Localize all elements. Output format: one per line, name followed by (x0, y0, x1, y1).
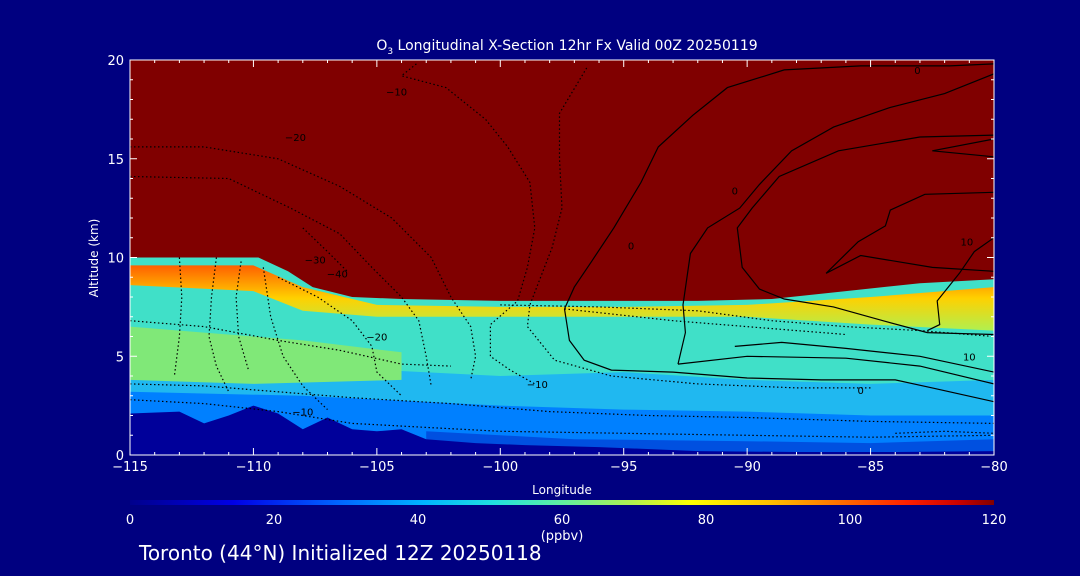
contour-line-positive (825, 191, 994, 274)
contour-label: 0 (858, 386, 864, 397)
contour-line-positive (563, 63, 994, 310)
contour-lines (130, 63, 994, 438)
x-tick-label: −95 (610, 460, 637, 475)
x-axis-label: Longitude (532, 483, 592, 497)
y-tick-label: 20 (107, 54, 124, 69)
y-tick-label: 10 (107, 252, 124, 267)
x-axis: −115 −110 −105 −100 −95 −90 −85 −80 (112, 60, 1008, 475)
x-tick-label: −105 (359, 460, 395, 475)
colorbar-ticks: 0 20 40 60 80 100 120 (126, 513, 1007, 528)
contour-line-negative (262, 267, 328, 411)
contour-line-negative (130, 175, 432, 386)
ozone-field (130, 60, 994, 455)
contour-labels: −20 −30−40 −20 −10 −10 −10 0 0 0 0 10 10 (285, 66, 976, 419)
y-tick-label: 5 (116, 350, 124, 365)
terrain (130, 405, 994, 455)
contour-line-positive (677, 355, 994, 385)
colorbar-tick-label: 0 (126, 513, 134, 528)
contour-label: 0 (732, 186, 738, 197)
contour-line-negative (277, 276, 402, 397)
contour-label: 0 (914, 66, 920, 77)
contour-label: 0 (628, 242, 634, 253)
y-axis-label: Altitude (km) (87, 219, 101, 298)
contour-line-negative (895, 430, 994, 434)
contour-label: −30 (305, 255, 326, 266)
footer-text: Toronto (44°N) Initialized 12Z 20250118 (139, 541, 542, 565)
y-tick-label: 0 (116, 449, 124, 464)
contour-line-positive (736, 134, 994, 336)
contour-line-negative (526, 67, 871, 389)
contour-label: 10 (960, 238, 973, 249)
contour-line-negative (130, 399, 994, 438)
x-tick-label: −115 (112, 460, 148, 475)
contour-line-negative (400, 63, 536, 385)
contour-label: −20 (366, 333, 387, 344)
y-axis: 0 5 10 15 20 (107, 54, 994, 464)
contour-line-positive (563, 308, 994, 403)
colorbar-tick-label: 100 (838, 513, 863, 528)
chart-title: O3 Longitudinal X-Section 12hr Fx Valid … (376, 38, 757, 57)
x-tick-label: −100 (482, 460, 518, 475)
contour-line-positive (932, 138, 994, 158)
colorbar-tick-label: 80 (698, 513, 715, 528)
contour-label: −10 (527, 380, 548, 391)
contour-line-positive (734, 341, 994, 373)
contour-line-negative (564, 308, 846, 336)
contour-label: −40 (327, 269, 348, 280)
tropopause-gradient (130, 265, 994, 331)
colorbar-unit: (ppbv) (541, 529, 584, 544)
contour-label: −20 (285, 133, 306, 144)
x-tick-label: −85 (857, 460, 884, 475)
contour-line-negative (302, 227, 348, 272)
colorbar-tick-label: 120 (982, 513, 1007, 528)
contour-line-negative (500, 304, 994, 338)
contour-line-negative (130, 320, 451, 367)
contour-line-positive (927, 237, 994, 332)
layer-55 (130, 326, 402, 384)
y-tick-label: 15 (107, 153, 124, 168)
x-tick-label: −110 (236, 460, 272, 475)
contour-line-positive (677, 73, 994, 365)
contour-line-negative (235, 261, 250, 371)
colorbar-tick-label: 60 (554, 513, 571, 528)
colorbar-tick-label: 20 (266, 513, 283, 528)
contour-label: −10 (386, 88, 407, 99)
contour-label: 10 (963, 352, 976, 363)
colorbar-tick-label: 40 (410, 513, 427, 528)
colorbar (130, 500, 994, 505)
contour-label: −10 (292, 408, 313, 419)
x-tick-label: −90 (733, 460, 760, 475)
contour-line-negative (130, 146, 477, 381)
x-tick-label: −80 (980, 460, 1007, 475)
